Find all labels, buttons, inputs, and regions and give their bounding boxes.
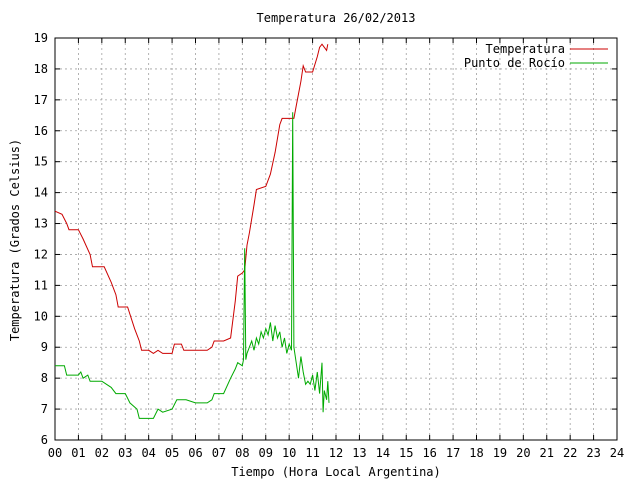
x-tick-label: 09 [259, 446, 273, 460]
x-tick-label: 04 [141, 446, 155, 460]
x-tick-label: 08 [235, 446, 249, 460]
y-tick-label: 9 [41, 340, 48, 354]
series-line-temperatura [54, 43, 329, 355]
chart-title: Temperatura 26/02/2013 [257, 11, 416, 25]
y-tick-label: 7 [41, 402, 48, 416]
x-tick-label: 14 [376, 446, 390, 460]
x-tick-label: 01 [71, 446, 85, 460]
x-tick-label: 13 [352, 446, 366, 460]
axis-ticks: 00 01 02 03 04 05 06 07 08 09 10 11 12 13 14 15 16 17 18 19… [34, 31, 625, 460]
y-tick-label: 17 [34, 93, 48, 107]
y-tick-label: 15 [34, 155, 48, 169]
x-tick-label: 22 [563, 446, 577, 460]
y-tick-label: 6 [41, 433, 48, 447]
x-tick-label: 00 [48, 446, 62, 460]
y-tick-label: 19 [34, 31, 48, 45]
x-tick-label: 02 [95, 446, 109, 460]
x-tick-label: 11 [305, 446, 319, 460]
x-tick-label: 03 [118, 446, 132, 460]
y-axis-label: Temperatura (Grados Celsius) [8, 139, 22, 341]
grid [55, 38, 617, 440]
x-tick-label: 10 [282, 446, 296, 460]
x-tick-label: 06 [188, 446, 202, 460]
legend-label: Punto de Rocío [464, 56, 565, 70]
x-tick-label: 23 [586, 446, 600, 460]
y-tick-label: 10 [34, 309, 48, 323]
y-tick-label: 8 [41, 371, 48, 385]
y-tick-label: 13 [34, 217, 48, 231]
x-tick-label: 21 [540, 446, 554, 460]
y-tick-label: 16 [34, 124, 48, 138]
x-axis-label: Tiempo (Hora Local Argentina) [231, 465, 441, 479]
y-tick-label: 18 [34, 62, 48, 76]
x-tick-label: 20 [516, 446, 530, 460]
x-tick-label: 24 [610, 446, 624, 460]
legend-label: Temperatura [486, 42, 565, 56]
x-tick-label: 12 [329, 446, 343, 460]
x-tick-label: 07 [212, 446, 226, 460]
y-tick-label: 11 [34, 278, 48, 292]
y-tick-label: 14 [34, 186, 48, 200]
x-tick-label: 15 [399, 446, 413, 460]
x-tick-label: 18 [469, 446, 483, 460]
series-lines [54, 43, 330, 419]
series-line-punto-de-rocio [55, 112, 330, 419]
x-tick-label: 19 [493, 446, 507, 460]
x-tick-label: 05 [165, 446, 179, 460]
x-tick-label: 17 [446, 446, 460, 460]
y-tick-label: 12 [34, 247, 48, 261]
x-tick-label: 16 [422, 446, 436, 460]
